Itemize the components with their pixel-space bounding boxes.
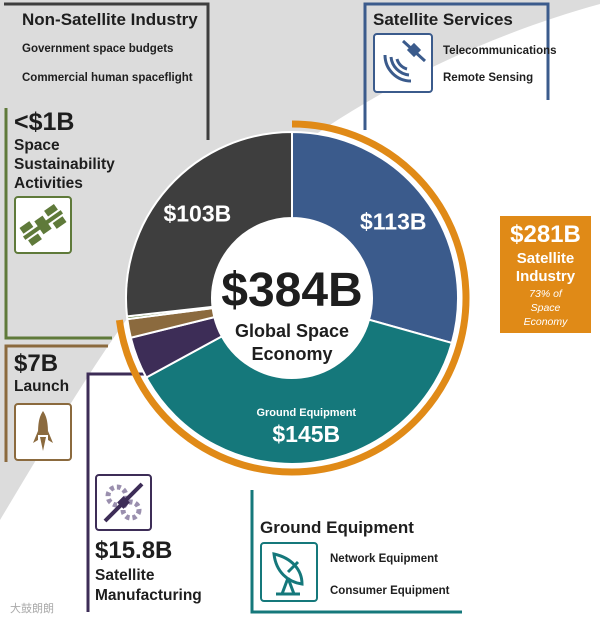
satellite-industry-box: $281B Satellite Industry 73% of Space Ec… [500,216,591,333]
manufacturing-label-2: Manufacturing [95,587,202,604]
ground-antenna-icon [260,542,318,602]
sustainability-label-3: Activities [14,175,83,192]
slice-sublabel-1: Ground Equipment [256,407,356,419]
manufacturing-value: $15.8B [95,537,173,564]
ground-equipment-title: Ground Equipment [260,518,414,537]
satellite-services-item-remote: Remote Sensing [443,72,534,84]
non-satellite-item-spaceflight: Commercial human spaceflight [22,72,193,84]
ground-equipment-item-consumer: Consumer Equipment [330,585,450,597]
satellite-industry-note-1: 73% of [529,288,562,300]
center-label-2: Economy [251,344,332,364]
launch-label: Launch [14,378,70,395]
non-satellite-item-budgets: Government space budgets [22,43,174,55]
ground-equipment-item-network: Network Equipment [330,553,438,565]
satellite-services-item-telecom: Telecommunications [443,45,557,57]
sustainability-label-1: Space [14,137,60,154]
non-satellite-title: Non-Satellite Industry [22,10,198,29]
satellite-dish-icon [373,33,433,93]
satellite-industry-label-1: Satellite [516,250,575,267]
satellite-industry-value: $281B [510,221,581,248]
satellite-industry-note-3: Economy [523,316,568,328]
center-total: $384B [221,264,362,317]
watermark: 大鼓朗朗 [10,603,54,615]
launch-value: $7B [14,350,59,377]
center-label-1: Global Space [235,321,349,341]
sustainability-label-2: Sustainability [14,156,115,173]
slice-label-1: $145B [272,421,340,447]
slice-label-0: $113B [360,208,427,234]
rocket-icon [14,403,72,461]
satellite-industry-label-2: Industry [515,268,576,285]
slice-label-5: $103B [163,200,231,226]
space-station-icon [14,196,72,254]
manufacturing-label-1: Satellite [95,567,155,584]
donut-hole [212,218,372,378]
satellite-gear-icon [95,474,152,531]
satellite-industry-note-2: Space [530,302,561,314]
sustainability-value: <$1B [14,108,75,136]
satellite-industry-arc [115,120,470,476]
satellite-services-title: Satellite Services [373,10,513,29]
